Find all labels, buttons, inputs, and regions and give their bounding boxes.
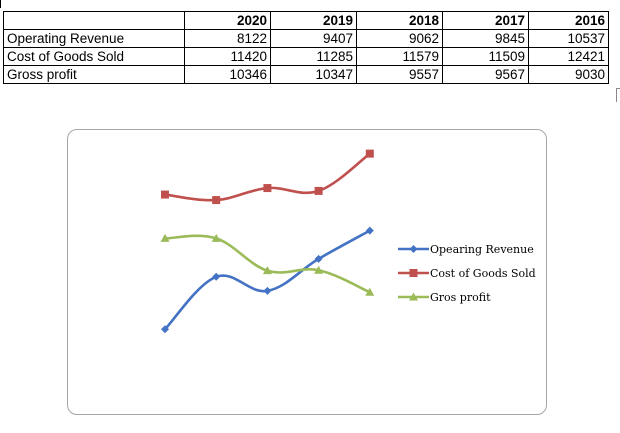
data-point-cost-of-goods-sold — [263, 184, 272, 193]
row-label: Operating Revenue — [3, 29, 185, 48]
table-cell: 10537 — [528, 29, 609, 48]
legend-marker-opearing-revenue — [409, 245, 418, 253]
series-line-opearing-revenue — [164, 229, 371, 331]
legend-marker-cost-of-goods-sold — [409, 269, 418, 277]
row-label: Cost of Goods Sold — [3, 47, 185, 66]
table-row: Gross profit 10346 10347 9557 9567 9030 — [3, 65, 609, 84]
chart-area[interactable]: Opearing Revenue Cost of Goods Sold Gros p… — [67, 129, 547, 415]
data-point-opearing-revenue — [314, 254, 323, 263]
data-point-opearing-revenue — [365, 226, 374, 235]
data-point-cost-of-goods-sold — [212, 196, 221, 205]
legend-label-cost-of-goods-sold: Cost of Goods Sold — [430, 267, 536, 280]
legend: Opearing Revenue Cost of Goods Sold Gros p… — [398, 243, 536, 304]
data-point-gros-profit — [262, 266, 272, 275]
table-cell: 11579 — [356, 47, 443, 66]
table-cell: 9845 — [442, 29, 529, 48]
data-point-gros-profit — [160, 233, 170, 242]
table-cell: 10346 — [184, 65, 271, 84]
series-line-cost-of-goods-sold — [164, 152, 371, 202]
table-row: Operating Revenue 8122 9407 9062 9845 10… — [3, 29, 609, 48]
data-point-opearing-revenue — [161, 325, 169, 334]
data-point-cost-of-goods-sold — [314, 186, 323, 195]
row-label: Gross profit — [3, 65, 185, 84]
data-point-gros-profit — [314, 265, 324, 274]
table-cell: 11509 — [442, 47, 529, 66]
cell-corner-mark — [616, 88, 620, 102]
data-point-cost-of-goods-sold — [365, 149, 374, 158]
table-header-year: 2016 — [528, 11, 609, 30]
table-header-cell — [3, 11, 185, 30]
table-cell: 11285 — [270, 47, 357, 66]
data-point-opearing-revenue — [212, 272, 221, 281]
table-cell: 9557 — [356, 65, 443, 84]
table-cell: 9062 — [356, 29, 443, 48]
legend-label-opearing-revenue: Opearing Revenue — [430, 243, 534, 256]
cell-corner-mark — [0, 0, 6, 8]
table-cell: 10347 — [270, 65, 357, 84]
table-cell: 9567 — [442, 65, 529, 84]
plot-layer — [160, 149, 375, 334]
legend-label-gros-profit: Gros profit — [430, 291, 491, 304]
table-header-year: 2020 — [184, 11, 271, 30]
table-header-year: 2017 — [442, 11, 529, 30]
data-point-gros-profit — [365, 287, 375, 296]
data-point-cost-of-goods-sold — [161, 190, 169, 199]
line-chart: Opearing Revenue Cost of Goods Sold Gros p… — [160, 149, 536, 334]
data-point-opearing-revenue — [263, 286, 272, 295]
table-header-year: 2018 — [356, 11, 443, 30]
table-cell: 12421 — [528, 47, 609, 66]
series-line-gros-profit — [164, 234, 371, 294]
table-header-row: 2020 2019 2018 2017 2016 — [3, 11, 609, 30]
table-cell: 11420 — [184, 47, 271, 66]
data-point-gros-profit — [211, 233, 221, 242]
data-table: 2020 2019 2018 2017 2016 Operating Reven… — [3, 11, 609, 84]
table-cell: 9030 — [528, 65, 609, 84]
table-cell: 8122 — [184, 29, 271, 48]
table-row: Cost of Goods Sold 11420 11285 11579 115… — [3, 47, 609, 66]
table-header-year: 2019 — [270, 11, 357, 30]
legend-marker-gros-profit — [409, 292, 418, 301]
table-cell: 9407 — [270, 29, 357, 48]
